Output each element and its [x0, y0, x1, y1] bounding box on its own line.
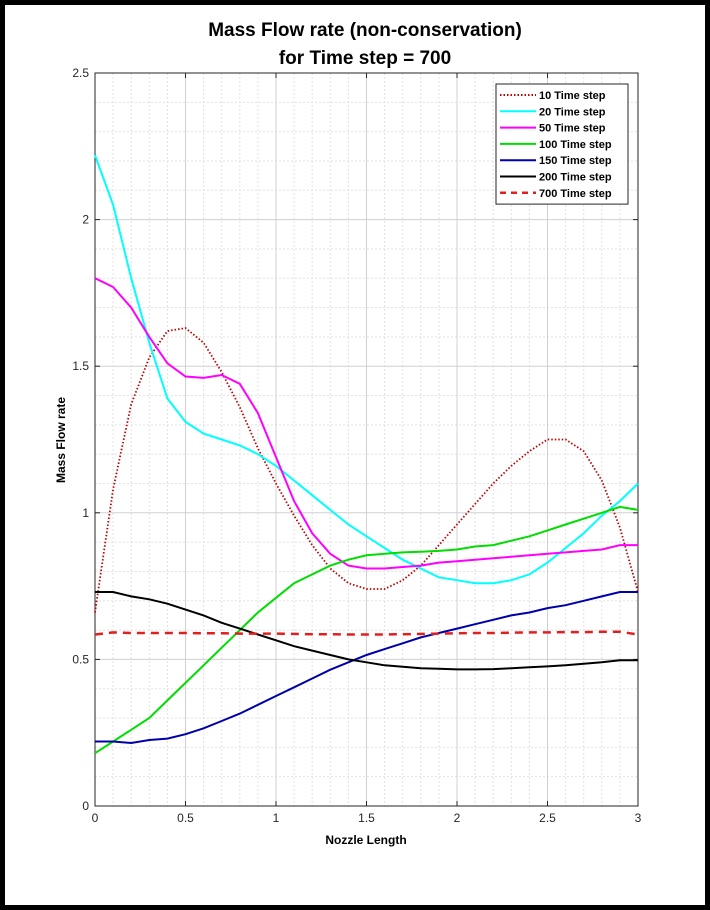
series-line-20-time-step [94, 154, 639, 585]
x-tick-label: 1.5 [358, 811, 375, 825]
legend-label: 10 Time step [539, 90, 606, 102]
series-line-200-time-step [95, 591, 638, 671]
x-tick-label: 0 [92, 811, 99, 825]
x-tick-label: 3 [635, 811, 642, 825]
y-tick-label: 1 [82, 506, 89, 520]
chart-title-line2: for Time step = 700 [279, 48, 451, 69]
series-line-50-time-step [94, 277, 638, 570]
y-tick-label: 0.5 [72, 652, 89, 666]
x-tick-label: 0.5 [177, 811, 194, 825]
legend-label: 200 Time step [539, 172, 612, 184]
legend: 10 Time step 20 Time step 50 Time step 100 … [495, 83, 629, 205]
legend-label: 100 Time step [539, 139, 612, 151]
y-tick-label: 1.5 [72, 359, 89, 373]
series-line-10-time-step [94, 327, 639, 613]
legend-label: 700 Time step [539, 188, 612, 200]
axis-ticks: 0 0.5 1 1.5 2 2.5 3 0 0.5 1 1.5 2 2.5 [72, 66, 641, 825]
legend-label: 150 Time step [539, 155, 612, 167]
series-line-150-time-step [95, 591, 638, 745]
y-tick-label: 0 [82, 799, 89, 813]
x-tick-label: 2 [454, 811, 461, 825]
chart-title-line1: Mass Flow rate (non-conservation) [208, 20, 522, 41]
series-line-100-time-step [94, 505, 639, 755]
x-tick-label: 2.5 [539, 811, 556, 825]
y-tick-label: 2 [82, 213, 89, 227]
series-line-700-time-step [94, 630, 639, 636]
y-tick-label: 2.5 [72, 66, 89, 80]
legend-label: 20 Time step [539, 106, 606, 118]
x-axis-label: Nozzle Length [325, 833, 406, 847]
y-axis-label: Mass Flow rate [54, 397, 68, 483]
x-tick-label: 1 [273, 811, 280, 825]
legend-label: 50 Time step [539, 123, 606, 135]
series-lines [94, 154, 639, 755]
